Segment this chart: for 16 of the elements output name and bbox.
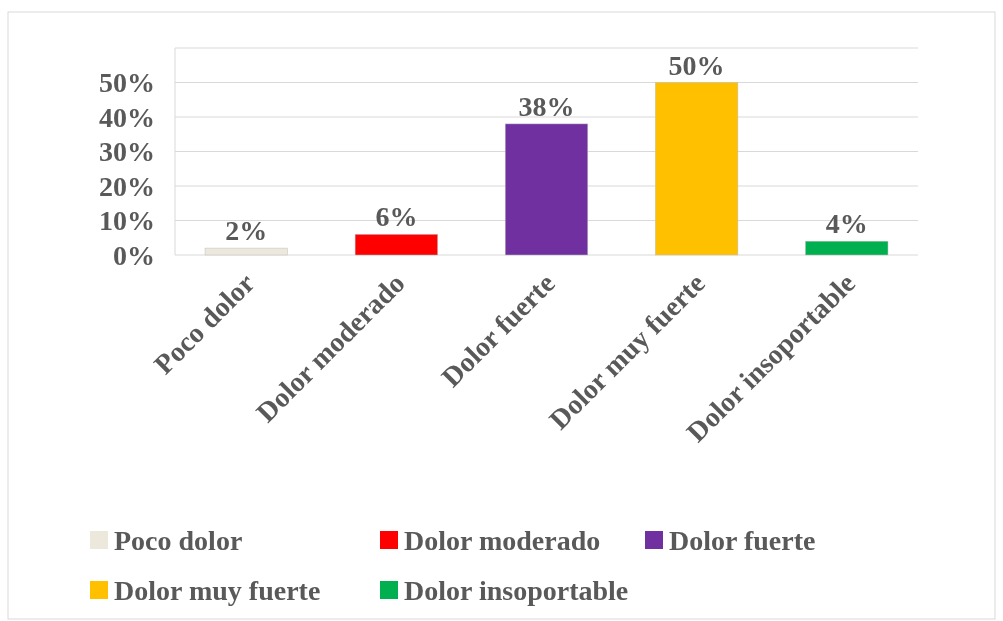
data-label: 50%	[668, 49, 725, 81]
y-tick-label: 30%	[99, 136, 155, 168]
legend-label: Dolor muy fuerte	[114, 574, 321, 606]
data-label: 4%	[825, 208, 868, 240]
y-tick-label: 0%	[113, 239, 155, 271]
data-label: 38%	[518, 90, 575, 122]
y-tick-label: 40%	[99, 101, 155, 133]
y-tick-label: 20%	[99, 170, 155, 202]
y-tick-label: 50%	[99, 67, 155, 99]
legend-label: Dolor moderado	[404, 524, 601, 556]
legend-label: Dolor fuerte	[669, 524, 816, 556]
data-label: 6%	[375, 201, 418, 233]
y-tick-label: 10%	[99, 205, 155, 237]
legend-label: Poco dolor	[114, 524, 243, 556]
legend-label: Dolor insoportable	[404, 574, 629, 606]
data-label: 2%	[225, 215, 268, 247]
